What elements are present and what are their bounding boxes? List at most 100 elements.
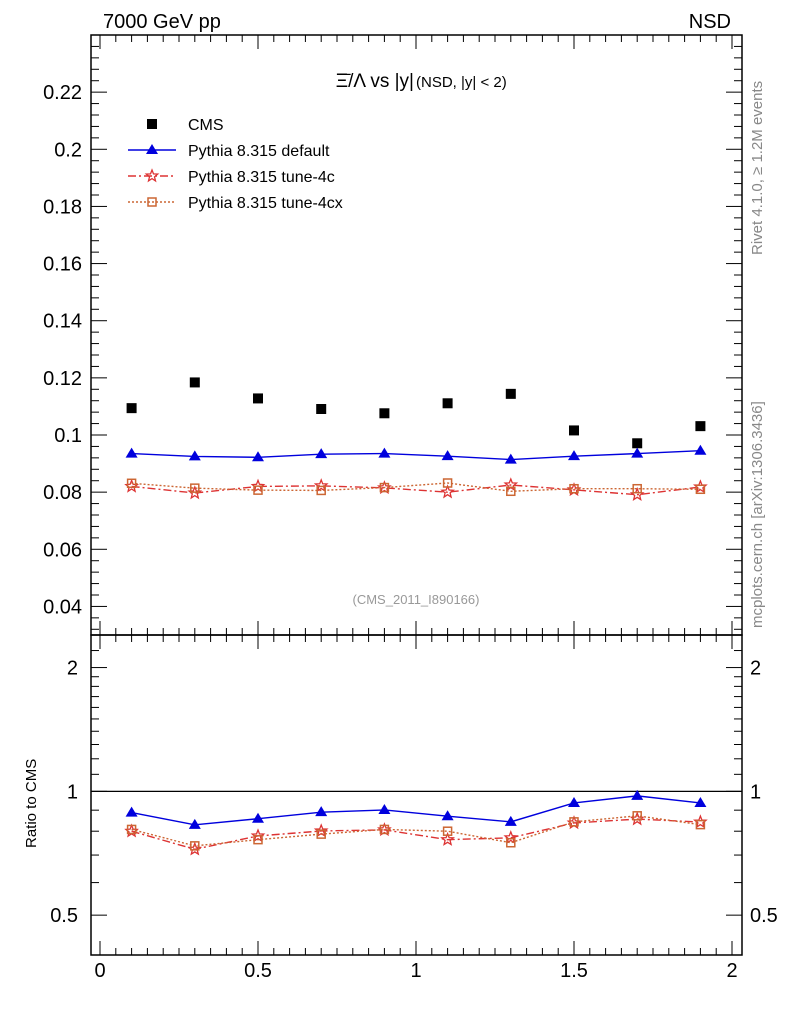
data-point: [441, 450, 454, 461]
data-point: [316, 404, 327, 414]
data-point: [190, 483, 200, 493]
y-tick-label: 0.12: [43, 368, 82, 390]
legend-marker: [147, 197, 157, 207]
data-point: [126, 403, 137, 414]
data-point: [631, 789, 644, 800]
data-point: [441, 810, 454, 821]
y-tick-label: 0.22: [43, 82, 82, 104]
ratio-tick-label: 0.5: [50, 905, 78, 927]
data-point: [188, 818, 201, 829]
data-point: [440, 484, 455, 499]
data-point: [315, 806, 328, 817]
data-point: [569, 817, 579, 827]
data-point: [316, 829, 326, 839]
data-point: [252, 451, 264, 462]
legend: CMS Pythia 8.315 default Pythia 8.315 tune…: [128, 117, 343, 212]
data-point: [315, 448, 328, 459]
legend-label: Pythia 8.315 tune-4c: [188, 169, 335, 186]
x-tick-label: 0.5: [244, 960, 272, 982]
rivet-version-label: Rivet 4.1.0, ≥ 1.2M events: [749, 81, 766, 255]
data-point: [378, 803, 391, 814]
axis-ticks: 0 0.5 1 1.5 2 0.04 0.06 0.08 0.1 0.12 0.14 0.16 0.18…: [43, 35, 778, 982]
data-point: [694, 444, 707, 455]
data-point: [440, 831, 455, 846]
data-point: [569, 483, 579, 494]
main-series-layer: [124, 377, 708, 502]
data-point: [125, 447, 138, 458]
data-point: [126, 478, 137, 489]
data-point: [316, 485, 326, 496]
x-tick-label: 1: [410, 960, 421, 982]
data-point: [189, 377, 200, 388]
header-process-label: NSD: [689, 11, 731, 33]
data-point: [442, 826, 453, 836]
data-point: [378, 447, 391, 458]
data-point: [188, 450, 201, 461]
data-point: [504, 815, 517, 826]
y-tick-label: 0.18: [43, 196, 82, 218]
data-point: [632, 811, 642, 821]
data-point: [126, 824, 137, 835]
data-point: [379, 824, 390, 835]
ratio-tick-label: 2: [67, 658, 78, 680]
analysis-label: (CMS_2011_I890166): [353, 592, 480, 607]
data-point: [379, 408, 390, 419]
x-tick-label: 1.5: [560, 960, 588, 982]
ratio-tick-label: 1: [750, 781, 761, 803]
legend-label: CMS: [188, 117, 224, 134]
y-tick-label: 0.08: [43, 482, 82, 504]
x-tick-label: 2: [726, 960, 737, 982]
ratio-tick-label: 0.5: [750, 905, 778, 927]
data-point: [505, 388, 516, 399]
ratio-tick-label: 1: [67, 781, 78, 803]
y-tick-label: 0.16: [43, 254, 82, 276]
data-point: [442, 478, 453, 488]
data-point: [252, 812, 264, 823]
data-point: [190, 841, 200, 851]
data-point: [253, 393, 263, 404]
header-energy-label: 7000 GeV pp: [103, 11, 221, 33]
data-point: [253, 834, 263, 845]
data-point: [695, 421, 706, 432]
data-point: [506, 837, 516, 848]
x-tick-label: 0: [94, 960, 105, 982]
series-line-ratio-0: [131, 795, 701, 826]
data-point: [503, 829, 519, 845]
data-point: [253, 485, 263, 495]
plot-title: Ξ̄/Λ vs |y|: [336, 71, 414, 92]
data-point: [569, 425, 579, 436]
data-point: [695, 484, 706, 495]
data-point: [631, 447, 644, 458]
ratio-plot-frame: [90, 634, 743, 956]
y-tick-label: 0.06: [43, 539, 82, 561]
y-tick-label: 0.2: [54, 139, 82, 161]
series-line-2: [131, 484, 701, 496]
plot-subtitle: (NSD, |y| < 2): [416, 74, 507, 91]
data-point: [695, 819, 706, 830]
ratio-tick-label: 2: [750, 658, 761, 680]
data-point: [568, 450, 580, 461]
data-point: [632, 483, 642, 494]
series-line-ratio-2: [131, 815, 701, 847]
data-point: [250, 828, 266, 843]
data-point: [568, 796, 580, 807]
data-point: [504, 453, 517, 464]
legend-label: Pythia 8.315 tune-4cx: [188, 195, 343, 212]
ratio-series-layer: [124, 789, 708, 856]
data-point: [125, 806, 138, 817]
data-point: [632, 438, 643, 449]
legend-marker: [147, 119, 157, 129]
data-point: [694, 796, 707, 807]
series-line-ratio-1: [131, 818, 701, 851]
data-point: [250, 478, 266, 493]
data-point: [313, 478, 329, 493]
series-line-1: [131, 450, 701, 461]
y-tick-label: 0.1: [54, 425, 82, 447]
series-line-3: [131, 482, 701, 492]
ratio-axis-label: Ratio to CMS: [23, 759, 40, 848]
data-point: [379, 482, 390, 493]
y-tick-label: 0.04: [43, 596, 82, 618]
mcplots-label: mcplots.cern.ch [arXiv:1306.3436]: [749, 401, 766, 628]
legend-marker: [146, 144, 158, 154]
